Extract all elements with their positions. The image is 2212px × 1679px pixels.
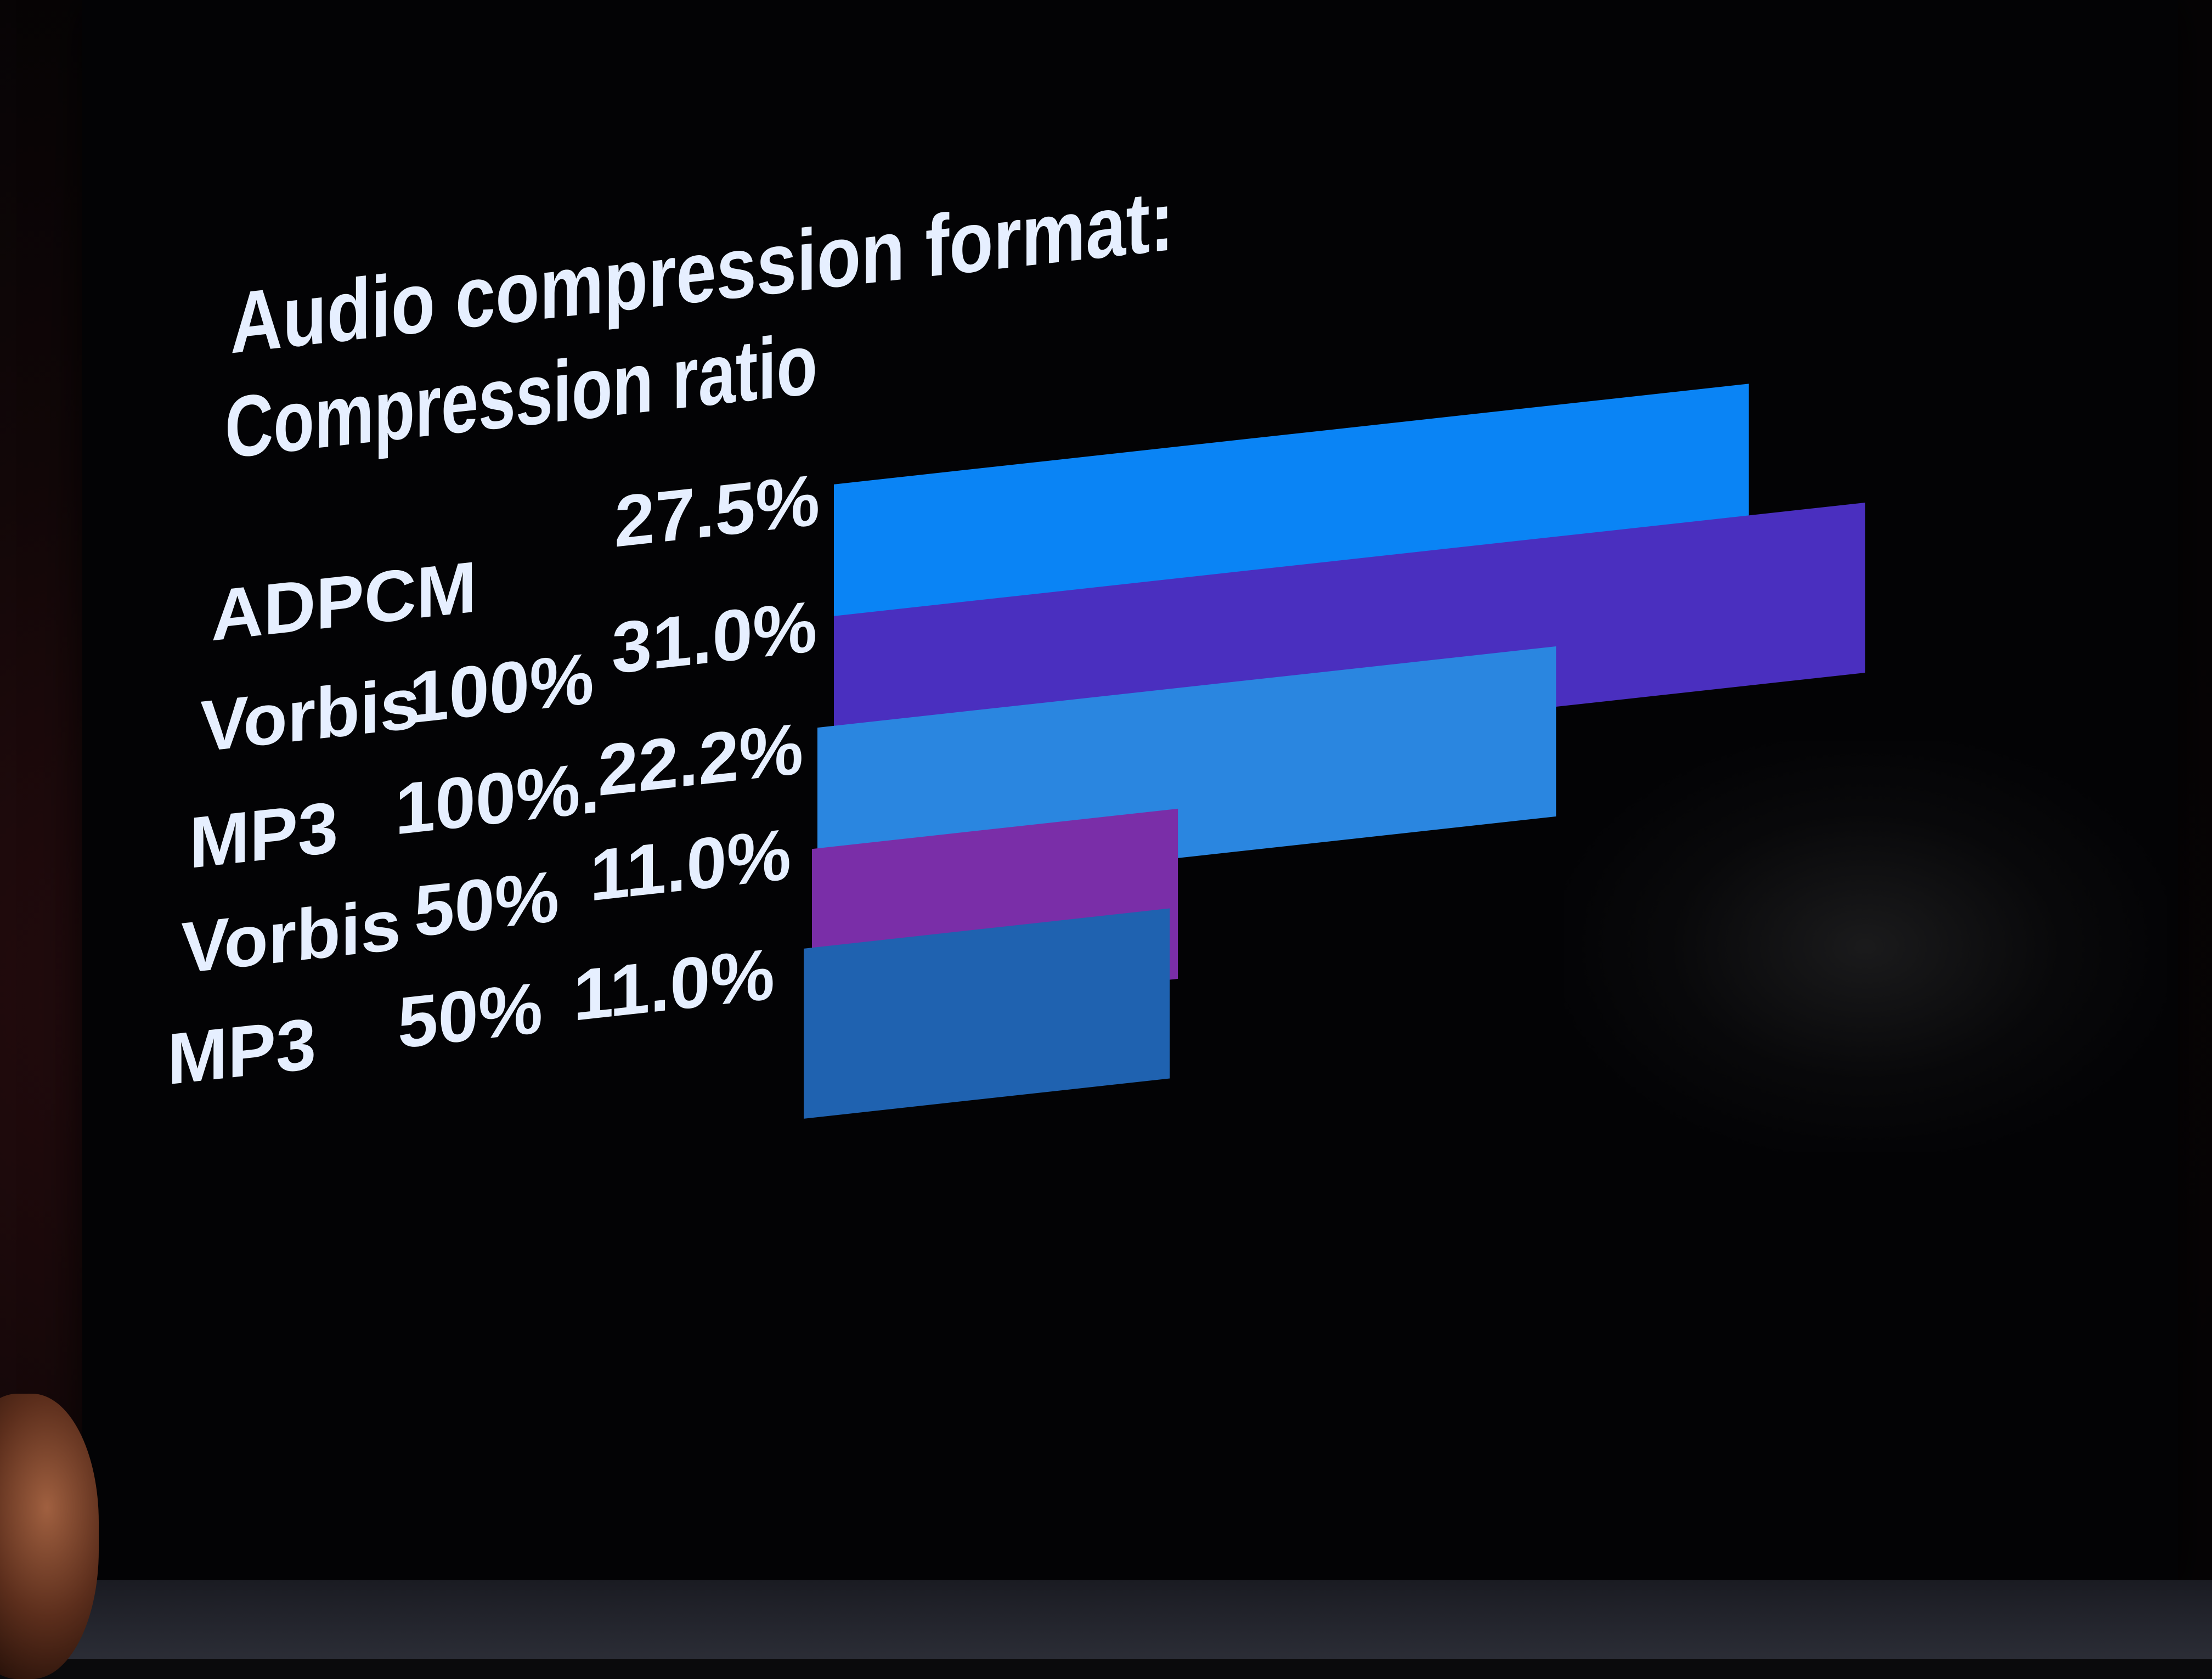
format-label-5: MP3 — [167, 1003, 316, 1100]
quality-label-4: 50% — [414, 855, 559, 953]
format-label-3: MP3 — [189, 787, 338, 884]
chart-plane: Audio compression format: Compression ra… — [167, 171, 1865, 1119]
quality-label-3: 100%. — [395, 747, 600, 850]
value-label-3: 22.2% — [598, 708, 803, 812]
format-label-4: Vorbis — [181, 884, 401, 989]
value-label-1: 27.5% — [614, 459, 820, 563]
bar-1 — [834, 384, 1749, 655]
value-label-2: 31.0% — [612, 586, 817, 690]
value-label-5: 11.0% — [573, 933, 775, 1036]
stage-floor — [0, 1580, 2212, 1659]
value-label-4: 11.0% — [590, 814, 791, 917]
bar-group — [804, 384, 1865, 1119]
screen-glare — [1564, 741, 2167, 1152]
quality-label-2: 100% — [409, 638, 594, 739]
quality-label-5: 50% — [398, 967, 543, 1064]
format-label-2: Vorbis — [200, 662, 420, 768]
audience-head — [0, 1394, 99, 1679]
bar-5 — [804, 908, 1170, 1119]
format-label-1: ADPCM — [211, 546, 477, 657]
